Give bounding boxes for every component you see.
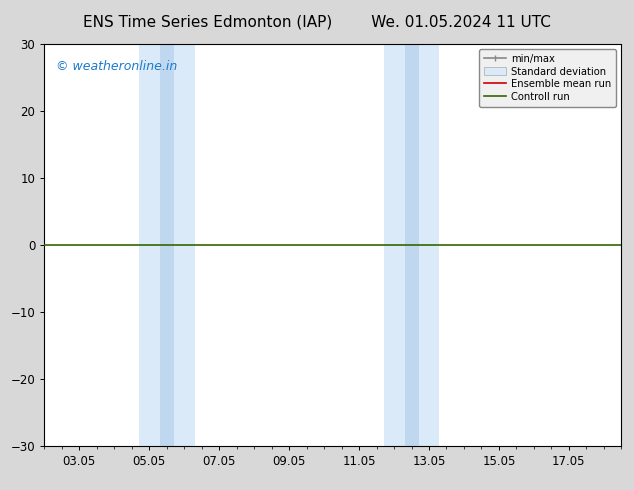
- Bar: [384, 44, 439, 446]
- Text: © weatheronline.in: © weatheronline.in: [56, 60, 177, 73]
- Bar: [139, 44, 195, 446]
- Legend: min/max, Standard deviation, Ensemble mean run, Controll run: min/max, Standard deviation, Ensemble me…: [479, 49, 616, 107]
- Bar: [404, 44, 418, 446]
- Text: ENS Time Series Edmonton (IAP)        We. 01.05.2024 11 UTC: ENS Time Series Edmonton (IAP) We. 01.05…: [83, 15, 551, 30]
- Bar: [160, 44, 174, 446]
